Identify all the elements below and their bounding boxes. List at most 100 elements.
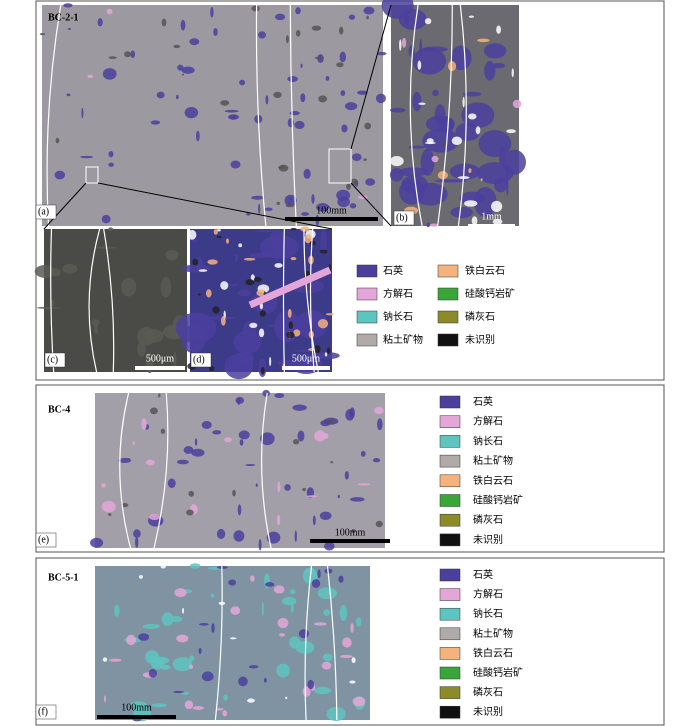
grain bbox=[265, 582, 275, 587]
grain bbox=[187, 229, 197, 240]
legend-swatch bbox=[439, 647, 461, 660]
grain bbox=[237, 504, 242, 516]
grain bbox=[266, 531, 281, 544]
grain bbox=[181, 73, 185, 76]
legend-label: 钠长石 bbox=[473, 607, 503, 620]
grain bbox=[317, 319, 329, 329]
legend-swatch bbox=[356, 333, 378, 347]
grain bbox=[512, 99, 522, 109]
grain bbox=[139, 575, 143, 579]
grain bbox=[321, 661, 332, 670]
grain bbox=[160, 563, 167, 569]
crack bbox=[119, 392, 132, 549]
grain bbox=[258, 203, 261, 215]
grain bbox=[259, 310, 266, 317]
grain bbox=[224, 437, 232, 443]
grain bbox=[182, 607, 185, 614]
grain bbox=[303, 168, 311, 179]
grain bbox=[339, 604, 348, 621]
grain bbox=[398, 167, 428, 177]
legend-swatch bbox=[439, 686, 461, 699]
grain bbox=[121, 503, 129, 508]
grain bbox=[161, 612, 174, 627]
legend-label: 铁白云石 bbox=[473, 474, 513, 487]
grain bbox=[158, 393, 161, 398]
zoom-box bbox=[328, 148, 352, 184]
grain bbox=[230, 606, 241, 615]
grain bbox=[264, 207, 273, 212]
grain bbox=[274, 263, 283, 268]
grain bbox=[124, 51, 132, 58]
grain bbox=[315, 352, 340, 360]
grain bbox=[434, 179, 467, 183]
grain bbox=[352, 696, 366, 707]
grain bbox=[177, 64, 184, 71]
grain bbox=[160, 428, 166, 434]
scale-bar bbox=[282, 366, 330, 370]
grain bbox=[401, 37, 407, 48]
grain bbox=[437, 171, 448, 180]
crack bbox=[46, 4, 62, 227]
sample-name: BC-4 bbox=[48, 404, 70, 415]
legend-swatch bbox=[439, 454, 461, 468]
grain bbox=[255, 483, 258, 487]
grain bbox=[477, 38, 490, 43]
grain bbox=[294, 530, 297, 543]
grain bbox=[151, 703, 167, 708]
zoom-box bbox=[85, 166, 99, 184]
legend-label: 方解石 bbox=[473, 588, 503, 601]
grain bbox=[317, 587, 337, 600]
grain bbox=[216, 528, 226, 539]
grain bbox=[189, 655, 195, 662]
grain bbox=[228, 579, 237, 586]
grain bbox=[108, 162, 114, 167]
grain bbox=[238, 243, 243, 248]
grain bbox=[377, 418, 383, 431]
grain bbox=[148, 668, 157, 678]
grain bbox=[258, 539, 262, 551]
panel-tag: (d) bbox=[193, 354, 205, 365]
grain bbox=[317, 569, 321, 579]
panel-tag-bg bbox=[35, 704, 57, 720]
crack bbox=[103, 228, 115, 373]
legend-label: 铁白云石 bbox=[473, 646, 513, 659]
grain bbox=[344, 102, 358, 111]
grain bbox=[325, 313, 335, 316]
sample-name: BC-5-1 bbox=[48, 572, 79, 583]
mineral-map bbox=[95, 393, 385, 548]
grain bbox=[274, 393, 285, 399]
grain bbox=[181, 66, 195, 74]
legend-label: 硅酸钙岩矿 bbox=[465, 287, 515, 300]
grain bbox=[277, 514, 281, 526]
grain bbox=[350, 622, 354, 633]
crack bbox=[153, 392, 169, 549]
grain bbox=[341, 124, 348, 133]
grain bbox=[506, 129, 516, 134]
legend-label: 磷灰石 bbox=[473, 513, 503, 526]
legend-swatch bbox=[439, 705, 461, 719]
grain bbox=[390, 107, 406, 113]
grain bbox=[191, 448, 205, 457]
grain bbox=[471, 216, 478, 226]
grain bbox=[297, 430, 305, 442]
grain bbox=[173, 351, 177, 369]
grain bbox=[260, 432, 275, 446]
grain bbox=[365, 178, 376, 186]
grain bbox=[462, 91, 482, 97]
grain bbox=[376, 51, 387, 56]
legend-swatch bbox=[439, 415, 461, 428]
grain bbox=[295, 30, 301, 37]
crack bbox=[309, 228, 315, 373]
scale-label: 500μm bbox=[292, 353, 320, 364]
legend-swatch bbox=[437, 333, 459, 347]
grain bbox=[290, 603, 294, 613]
legend-swatch bbox=[437, 310, 459, 324]
grain bbox=[63, 3, 73, 8]
grain bbox=[309, 240, 316, 246]
grain bbox=[312, 515, 316, 526]
grain bbox=[234, 254, 239, 262]
grain bbox=[97, 18, 103, 27]
panel-tag: (e) bbox=[38, 534, 49, 545]
grain bbox=[250, 575, 255, 582]
crack bbox=[282, 228, 285, 373]
